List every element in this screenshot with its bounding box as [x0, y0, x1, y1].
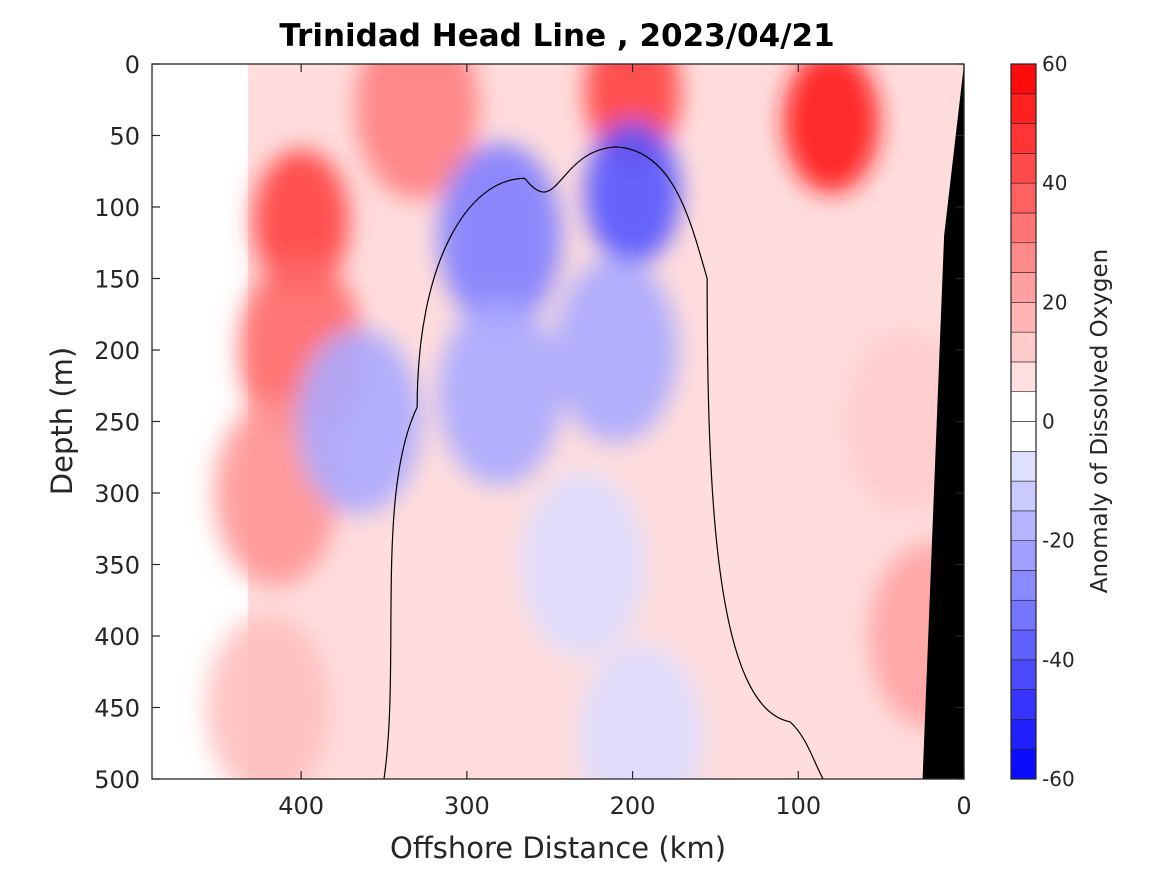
colorbar-segment	[1010, 659, 1037, 690]
y-tick-label: 0	[125, 51, 140, 79]
colorbar-segment	[1010, 391, 1037, 422]
zero-contour	[383, 146, 824, 779]
colorbar-segment	[1010, 719, 1037, 750]
colorbar-segment	[1010, 63, 1037, 95]
colorbar-tick-label: 20	[1042, 290, 1067, 314]
colorbar-segment	[1010, 182, 1037, 214]
colorbar-tick-label: 60	[1042, 52, 1067, 76]
anomaly-blob	[438, 142, 562, 329]
colorbar-tick-label: 40	[1042, 171, 1067, 195]
anomaly-blob	[844, 328, 964, 515]
colorbar-segment	[1010, 540, 1037, 571]
anomaly-blobs	[206, 64, 964, 779]
x-tick-label: 200	[610, 792, 656, 820]
anomaly-blob	[253, 149, 350, 294]
colorbar-segment	[1010, 123, 1037, 154]
colorbar-tick-label: -60	[1042, 767, 1075, 791]
y-tick-label: 450	[94, 695, 140, 723]
plot-area	[152, 64, 964, 779]
y-tick-label: 400	[94, 623, 140, 651]
anomaly-blob	[554, 257, 678, 443]
colorbar-segment	[1010, 242, 1037, 273]
colorbar-segment	[1010, 93, 1037, 124]
colorbar-segment	[1010, 480, 1037, 512]
colorbar-tick-label: -20	[1042, 529, 1075, 553]
colorbar-segment	[1010, 570, 1037, 601]
anomaly-blob	[206, 614, 330, 779]
anomaly-field	[206, 64, 964, 779]
colorbar-segment	[1010, 450, 1037, 482]
bathymetry-mask	[922, 64, 964, 779]
anomaly-blob	[297, 328, 422, 515]
colorbar-label: Anomaly of Dissolved Oxygen	[1087, 249, 1113, 594]
chart-title: Trinidad Head Line , 2023/04/21	[279, 18, 834, 54]
colorbar-segment	[1010, 599, 1037, 631]
anomaly-blob	[438, 299, 562, 486]
colorbar-segment	[1010, 689, 1037, 720]
colorbar-segment	[1010, 629, 1037, 661]
colorbar-segment	[1010, 302, 1037, 333]
colorbar-segment	[1010, 272, 1037, 303]
x-tick-label: 100	[775, 792, 821, 820]
colorbar-segment	[1010, 510, 1037, 541]
y-tick-label: 100	[94, 194, 140, 222]
colorbar-segment	[1010, 748, 1037, 780]
anomaly-blob	[355, 64, 480, 200]
colorbar-box	[1010, 63, 1037, 780]
y-tick-label: 150	[94, 266, 140, 294]
y-axis-label: Depth (m)	[45, 347, 79, 495]
axes: 400 300 200 100 0 0 50 100 150 200 250 300 350 400 450…	[94, 51, 971, 820]
colorbar-segment	[1010, 212, 1037, 244]
colorbar: 60 40 20 0 -20 -40 -60	[1010, 52, 1075, 791]
y-tick-label: 350	[94, 552, 140, 580]
anomaly-blob	[584, 120, 681, 265]
y-tick-label: 250	[94, 409, 140, 437]
x-tick-label: 0	[956, 792, 971, 820]
anomaly-blob	[783, 64, 880, 194]
colorbar-segment	[1010, 361, 1037, 393]
colorbar-tick-label: -40	[1042, 648, 1075, 672]
colorbar-segment	[1010, 331, 1037, 363]
y-tick-label: 200	[94, 337, 140, 365]
anomaly-blob	[520, 471, 645, 658]
y-tick-label: 500	[94, 766, 140, 794]
colorbar-tick-label: 0	[1042, 410, 1055, 434]
colorbar-segment	[1010, 421, 1037, 452]
colorbar-segment	[1010, 153, 1037, 184]
y-tick-label: 300	[94, 480, 140, 508]
x-axis-label: Offshore Distance (km)	[390, 831, 726, 865]
y-tick-label: 50	[109, 123, 140, 151]
anomaly-blob	[578, 643, 703, 779]
x-tick-label: 400	[278, 792, 324, 820]
x-tick-label: 300	[444, 792, 490, 820]
